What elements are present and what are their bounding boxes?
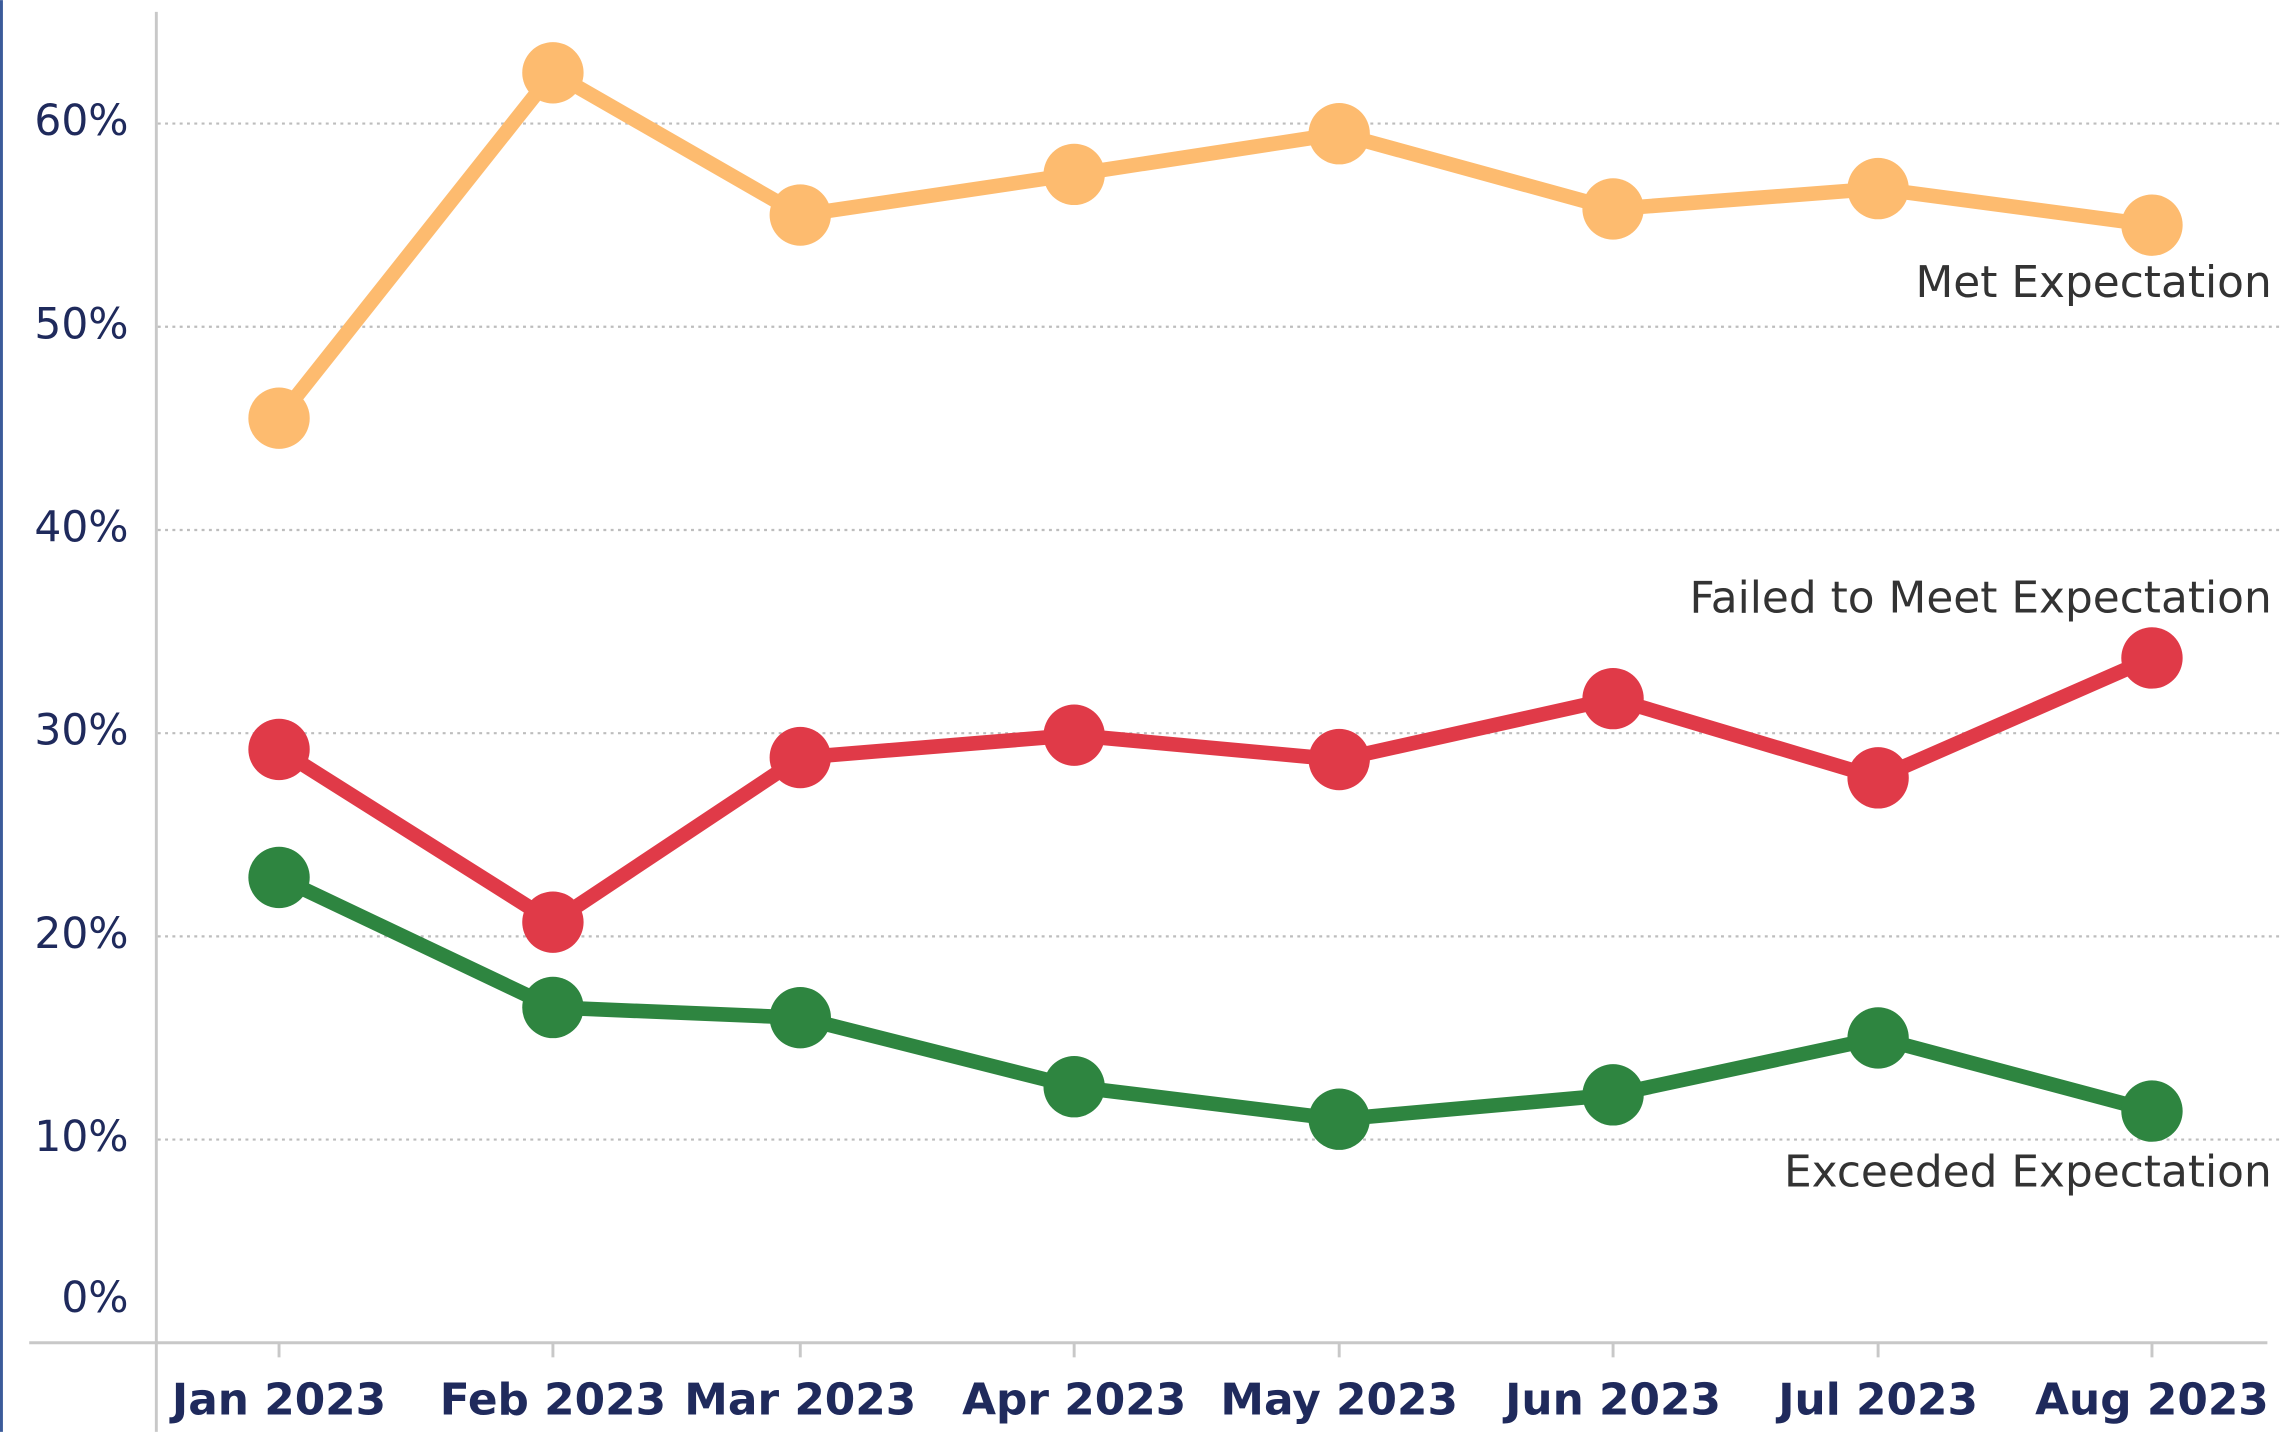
data-point: [769, 184, 831, 246]
series-line: [275, 651, 2155, 930]
series-line: [275, 870, 2154, 1127]
x-tick-label: May 2023: [1220, 1375, 1458, 1426]
x-tick-label: Apr 2023: [962, 1375, 1186, 1426]
y-tick-label: 0%: [61, 1273, 128, 1322]
data-point: [1582, 667, 1644, 730]
y-tick-label: 60%: [34, 96, 128, 145]
data-point: [769, 726, 831, 789]
data-point: [2121, 1080, 2183, 1142]
data-point: [1043, 143, 1105, 206]
data-point: [248, 387, 310, 449]
data-point: [2121, 194, 2183, 256]
data-point: [248, 718, 310, 781]
data-point: [1582, 178, 1644, 240]
y-tick-label: 30%: [34, 706, 128, 755]
data-point: [248, 846, 310, 909]
x-tick-label: Mar 2023: [684, 1375, 916, 1426]
x-tick-label: Jul 2023: [1775, 1375, 1978, 1426]
data-point: [522, 976, 584, 1039]
series-label: Met Expectation: [1915, 257, 2271, 308]
series-line: [273, 65, 2153, 423]
data-point: [769, 986, 831, 1049]
x-tick-label: Jun 2023: [1502, 1375, 1721, 1426]
data-point: [1847, 157, 1909, 220]
data-point: [1308, 103, 1370, 165]
y-tick-label: 50%: [34, 299, 128, 348]
x-tick-label: Feb 2023: [440, 1375, 666, 1426]
data-point: [1043, 1056, 1105, 1118]
y-tick-label: 10%: [34, 1112, 128, 1161]
x-tick-label: Aug 2023: [2035, 1375, 2269, 1426]
data-point: [1582, 1064, 1644, 1126]
x-tick-label: Jan 2023: [169, 1375, 386, 1426]
data-point: [1847, 747, 1909, 809]
data-point: [522, 891, 584, 953]
data-point: [522, 42, 584, 104]
data-point: [1308, 728, 1370, 791]
series-label: Exceeded Expectation: [1784, 1147, 2272, 1198]
data-point: [1043, 704, 1105, 766]
data-point: [1308, 1088, 1370, 1150]
data-point: [1847, 1007, 1909, 1069]
series-label: Failed to Meet Expectation: [1690, 573, 2272, 624]
y-tick-label: 40%: [34, 502, 128, 551]
y-tick-label: 20%: [34, 909, 128, 958]
data-point: [2121, 627, 2183, 689]
